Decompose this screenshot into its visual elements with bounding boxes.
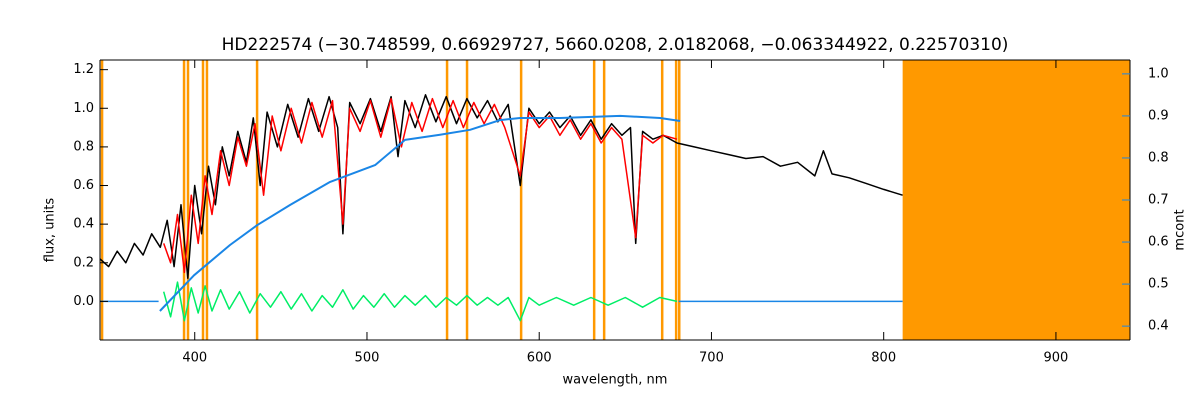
y2-tick-label: 1.0 xyxy=(1148,66,1169,81)
y2-tick-label: 0.6 xyxy=(1148,235,1169,250)
y2-tick-label: 0.7 xyxy=(1148,193,1169,208)
y2-axis-label: mcont xyxy=(1173,209,1188,250)
x-tick-label: 800 xyxy=(871,351,896,366)
series-line xyxy=(99,94,903,279)
y-tick-label: 0.6 xyxy=(73,178,94,193)
y-tick-label: 0.0 xyxy=(73,294,94,309)
shaded-region xyxy=(902,60,1130,340)
y2-tick-label: 0.9 xyxy=(1148,108,1169,123)
x-tick-label: 900 xyxy=(1044,351,1069,366)
y-tick-label: 0.4 xyxy=(73,217,94,232)
y2-tick-label: 0.5 xyxy=(1148,277,1169,292)
x-tick-label: 400 xyxy=(182,351,207,366)
y2-tick-label: 0.4 xyxy=(1148,319,1169,334)
x-tick-label: 500 xyxy=(355,351,380,366)
x-tick-label: 600 xyxy=(527,351,552,366)
y2-tick-label: 0.8 xyxy=(1148,150,1169,165)
y-tick-label: 1.2 xyxy=(73,62,94,77)
chart-title: HD222574 (−30.748599, 0.66929727, 5660.0… xyxy=(222,35,1009,55)
x-tick-label: 700 xyxy=(699,351,724,366)
series-line xyxy=(159,114,681,312)
y-tick-label: 0.2 xyxy=(73,255,94,270)
series-line xyxy=(162,97,678,274)
y-tick-label: 1.0 xyxy=(73,101,94,116)
y-tick-label: 0.8 xyxy=(73,139,94,154)
series-line xyxy=(162,281,678,322)
y-axis-label: flux, units xyxy=(43,198,58,263)
x-axis-label: wavelength, nm xyxy=(563,373,668,388)
